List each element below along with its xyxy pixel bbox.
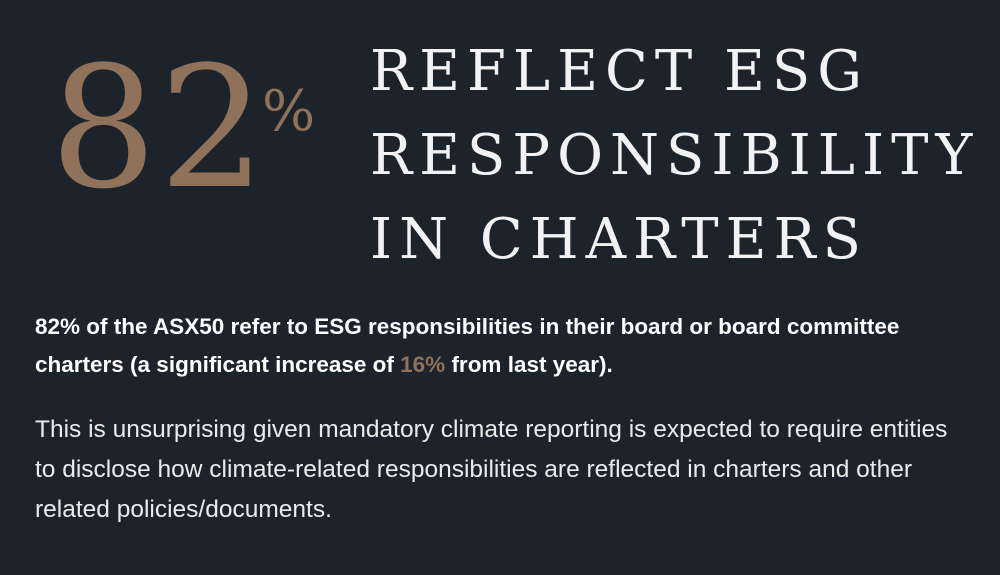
stat-number: 82 — [50, 30, 268, 226]
body-paragraph: This is unsurprising given mandatory cli… — [35, 416, 948, 523]
headline-line-1: REFLECT ESG — [370, 39, 869, 104]
lead-highlight-figure: 16% — [400, 352, 446, 377]
lead-text-end: from last year). — [445, 352, 613, 377]
stat-percent-sign: % — [262, 79, 316, 144]
lead-paragraph: 82% of the ASX50 refer to ESG responsibi… — [35, 308, 965, 384]
headline-line-3: IN CHARTERS — [370, 207, 868, 272]
lead-text-start: 82% of the ASX50 refer to ESG responsibi… — [35, 314, 900, 377]
headline-line-2: RESPONSIBILITY — [370, 123, 980, 188]
headline: REFLECT ESG RESPONSIBILITY IN CHARTERS — [370, 30, 990, 282]
